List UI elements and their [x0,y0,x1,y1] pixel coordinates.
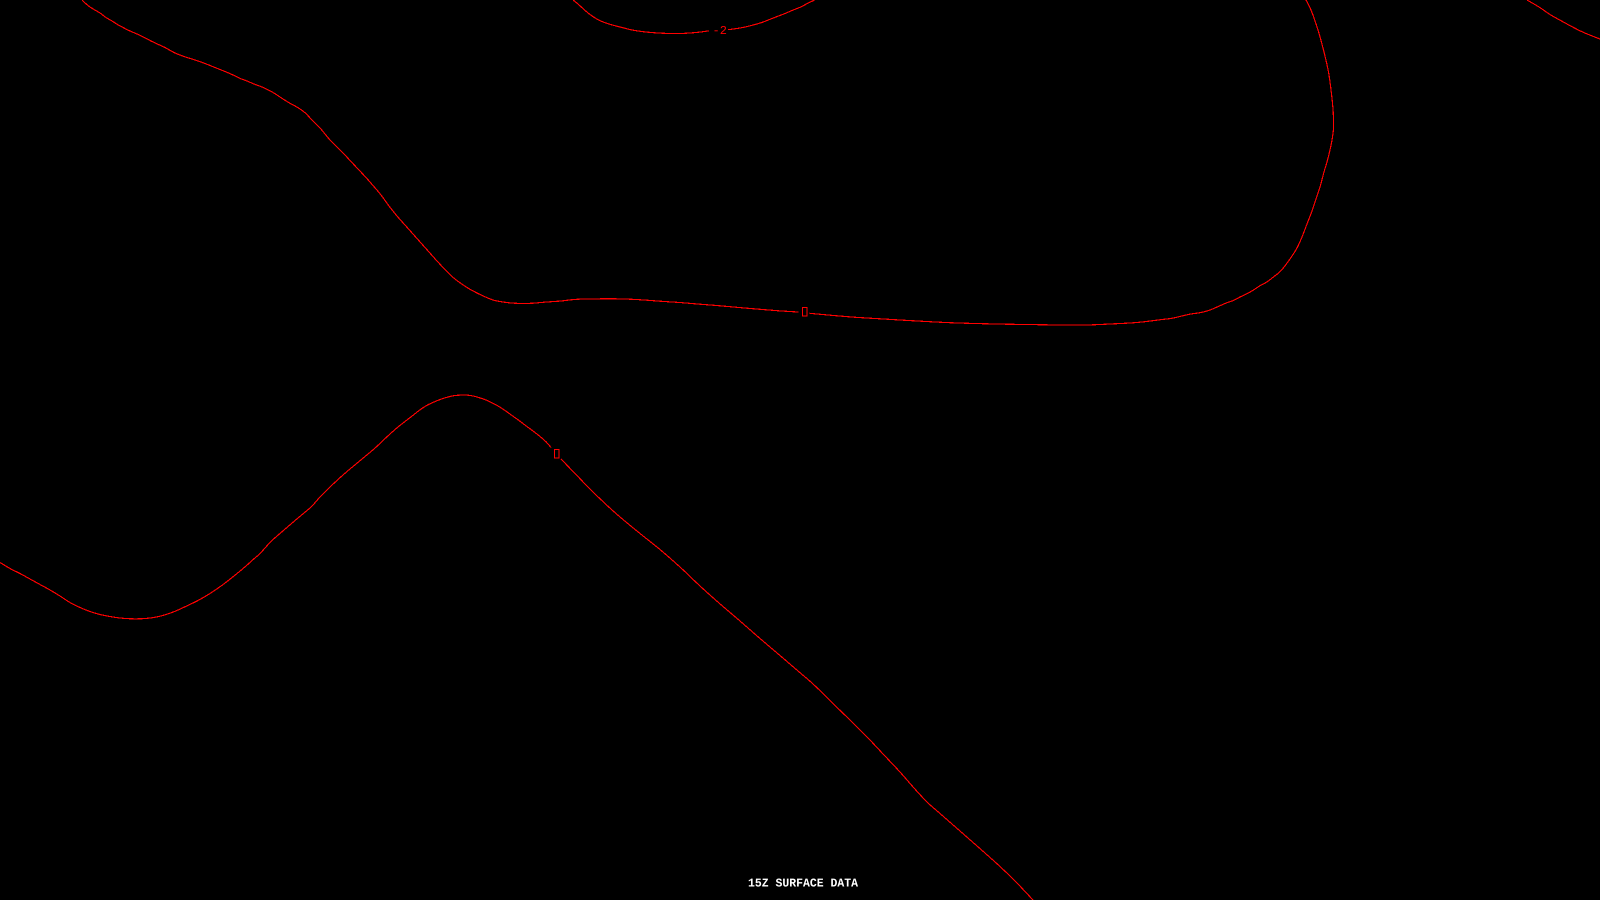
svg-text:15Z SURFACE DATA: 15Z SURFACE DATA [748,876,859,890]
svg-text:-2: -2 [713,24,727,38]
